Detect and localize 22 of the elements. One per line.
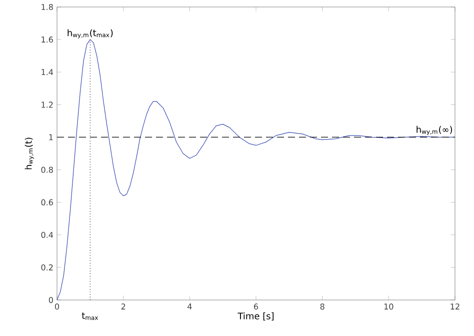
y-tick-label: 0.2 (41, 264, 53, 270)
x-tick-label: 0 (54, 304, 60, 310)
y-tick-label: 0.8 (41, 166, 53, 173)
x-axis-title: Time [s] (238, 312, 274, 320)
x-tick-label: 6 (254, 304, 258, 310)
x-tick-label: 4 (188, 304, 192, 310)
y-tick-label: 1 (49, 134, 53, 140)
annotation: h$_{wy,m}$(t$_{max}$) (68, 29, 113, 38)
y-tick-label: 1.8 (42, 4, 53, 10)
y-tick-label: 0.4 (41, 232, 54, 238)
x-tick-label: 12 (450, 304, 460, 310)
y-tick-label: 0 (48, 296, 53, 304)
ref-line-label: t$_{max}$ (82, 312, 98, 320)
y-tick-label: 1.2 (42, 102, 53, 108)
y-tick-label: 1.4 (42, 69, 54, 76)
ref-line-label: h$_{wy,m}$(∞) (416, 126, 452, 136)
x-tick-label: 10 (384, 304, 394, 310)
y-tick-label: 1.6 (42, 36, 53, 43)
y-axis-title: h$_{wy,m}$(t) (24, 138, 34, 170)
x-tick-label: 8 (320, 304, 324, 310)
x-tick-label: 2 (121, 304, 126, 310)
y-tick-label: 0.6 (41, 199, 53, 206)
